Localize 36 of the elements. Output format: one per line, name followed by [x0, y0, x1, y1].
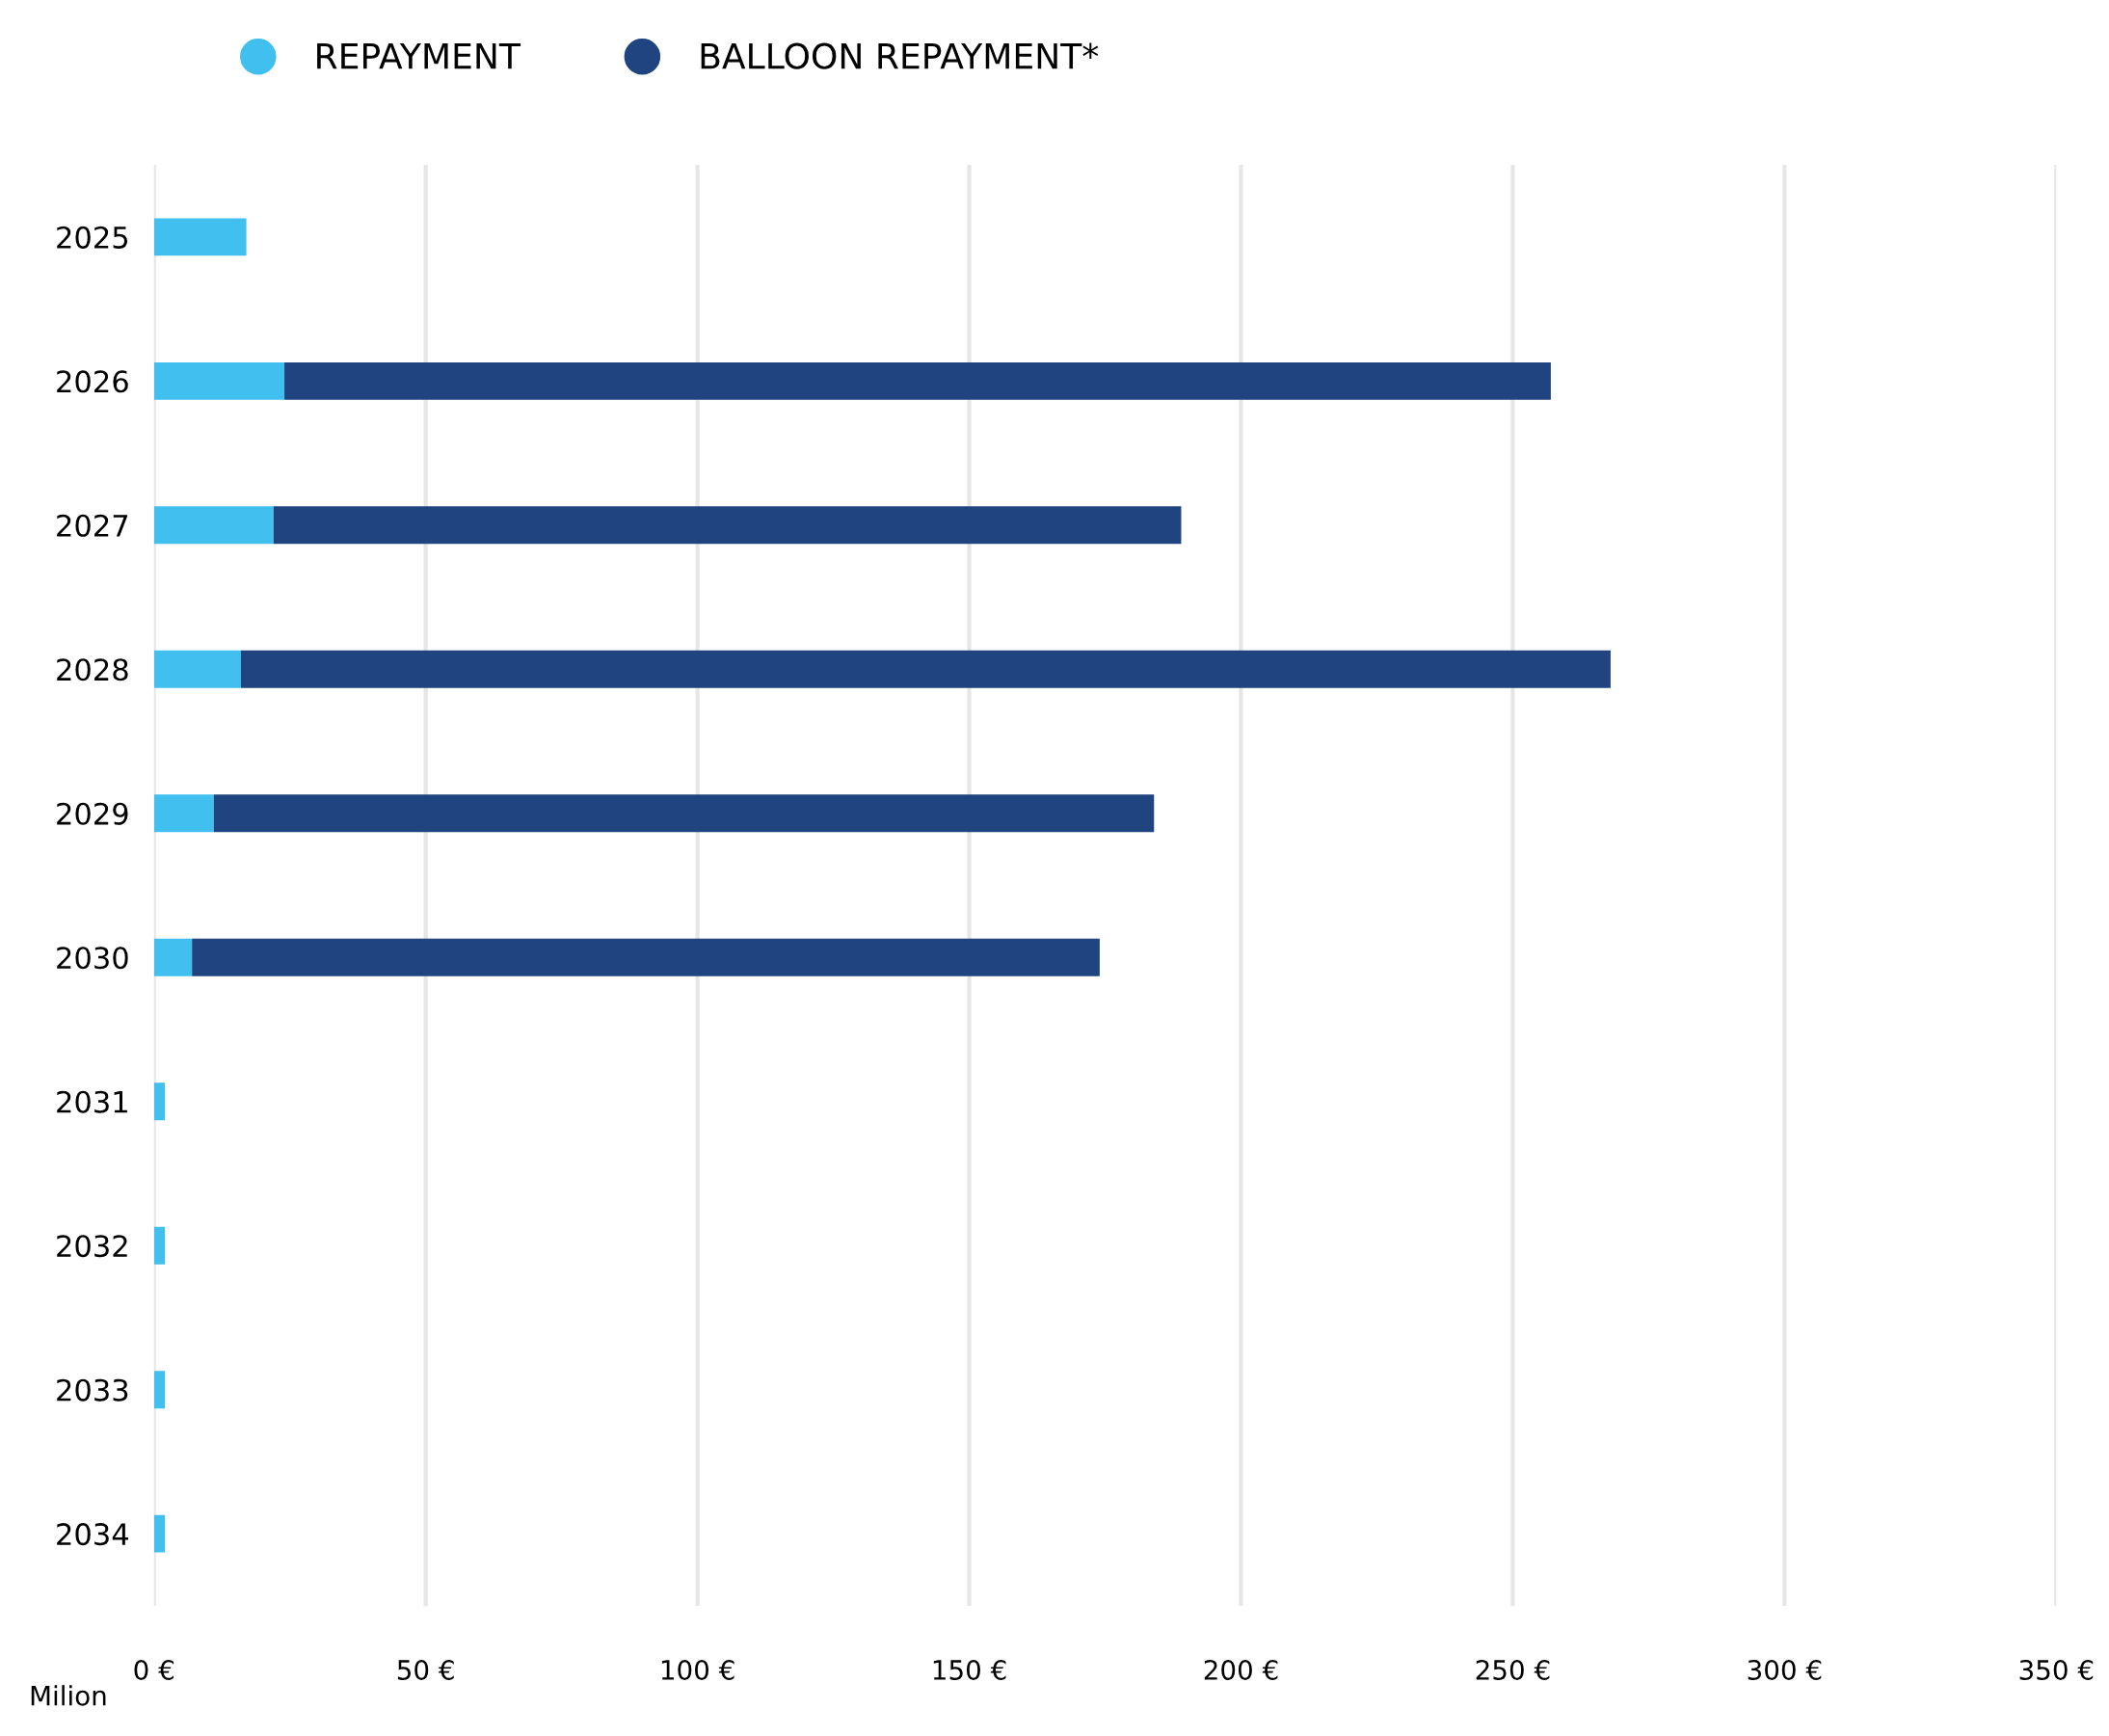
- y-tick-label: 2027: [57, 514, 128, 537]
- y-tick-label: 2032: [57, 1235, 127, 1258]
- y-tick-label: 2031: [57, 1090, 127, 1113]
- x-tick-label: 200 €: [1204, 1659, 1278, 1680]
- bar: [192, 938, 1100, 976]
- bar: [153, 938, 193, 976]
- y-tick-label: 2034: [57, 1523, 129, 1546]
- bar: [153, 218, 247, 256]
- y-tick-label: 2033: [57, 1378, 128, 1402]
- y-tick-label: 2029: [57, 802, 128, 825]
- x-tick-label: 100 €: [661, 1659, 734, 1680]
- x-tick-label: 150 €: [933, 1659, 1006, 1680]
- x-tick-label: 0 €: [134, 1659, 174, 1680]
- y-tick-label: 2030: [57, 947, 128, 970]
- bar: [213, 794, 1155, 833]
- y-tick-label: 2028: [57, 658, 128, 681]
- x-tick-label: 350 €: [2019, 1659, 2094, 1680]
- bar: [153, 650, 241, 688]
- x-tick-label: 300 €: [1748, 1659, 1822, 1680]
- legend-label: BALLOON REPAYMENT*: [701, 42, 1099, 69]
- y-tick-label: 2025: [57, 226, 128, 249]
- bar: [153, 1371, 165, 1409]
- legend-label: REPAYMENT: [317, 42, 521, 69]
- bar: [153, 1514, 165, 1553]
- bar: [284, 361, 1551, 400]
- y-tick-label: 2026: [57, 370, 128, 393]
- bar: [240, 650, 1611, 688]
- bar: [153, 361, 285, 400]
- bar: [153, 794, 214, 833]
- bar: [153, 1082, 165, 1121]
- bar: [273, 506, 1182, 545]
- bar: [153, 1226, 165, 1265]
- bar: [153, 506, 274, 545]
- x-tick-label: 50 €: [397, 1659, 454, 1680]
- x-tick-label: 250 €: [1476, 1659, 1550, 1680]
- x-axis-title: Milion: [31, 1685, 106, 1706]
